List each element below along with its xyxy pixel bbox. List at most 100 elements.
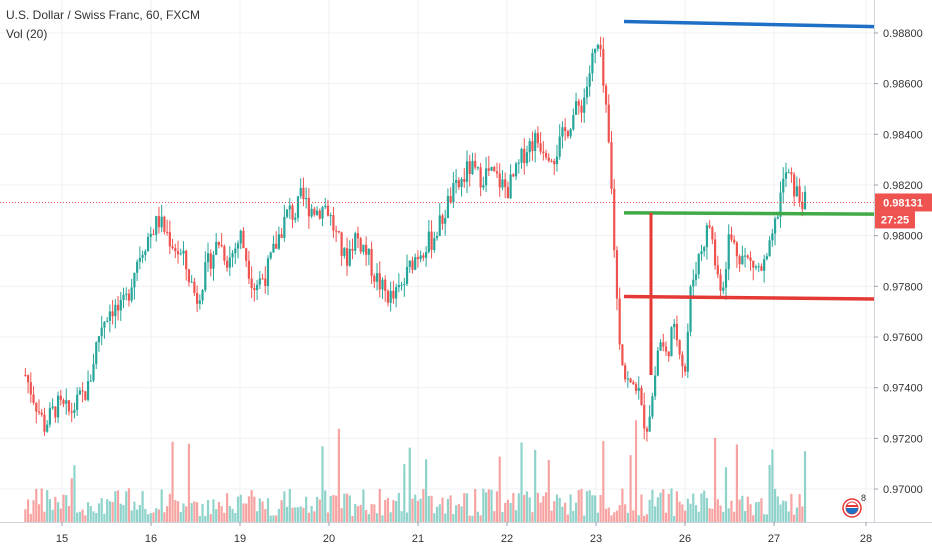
candle-body <box>621 344 624 366</box>
candle-body <box>438 215 441 237</box>
volume-bar <box>517 493 520 522</box>
candle-body <box>81 390 84 392</box>
volume-bar <box>73 465 76 522</box>
candle-body <box>558 136 561 157</box>
candle-body <box>460 178 463 188</box>
candle-body <box>768 240 771 257</box>
volume-bar <box>735 444 738 522</box>
volume-bar <box>149 513 152 522</box>
candle-body <box>618 298 621 345</box>
candle-body <box>484 168 488 186</box>
trend-lines[interactable] <box>0 19 875 376</box>
volume-bar <box>269 515 272 522</box>
volume-bar <box>419 498 422 522</box>
candle-body <box>299 187 302 197</box>
candle-body <box>692 279 695 287</box>
candle-body <box>654 375 657 397</box>
volume-bar <box>125 491 128 522</box>
mid-line[interactable] <box>623 211 875 216</box>
candle-body <box>359 238 362 252</box>
volume-bar <box>236 496 240 522</box>
volume-bar <box>62 494 65 522</box>
candle-body <box>24 375 27 377</box>
candle-body <box>465 161 469 182</box>
symbol-title[interactable]: U.S. Dollar / Swiss Franc, 60, FXCM <box>6 8 201 22</box>
candle-body <box>528 141 531 153</box>
volume-bar <box>501 511 504 522</box>
volume-bar <box>703 490 706 522</box>
candle-body <box>261 278 264 280</box>
candle-body <box>228 257 231 268</box>
volume-indicator-label[interactable]: Vol (20) <box>6 27 48 41</box>
volume-bar <box>441 497 444 522</box>
volume-bar <box>59 508 62 522</box>
x-tick-label: 26 <box>679 533 691 545</box>
candle-body <box>449 196 452 203</box>
volume-bar <box>324 490 327 522</box>
volume-bar <box>722 511 725 522</box>
candle-body <box>629 378 632 383</box>
volume-bar <box>793 514 796 522</box>
volume-bar <box>514 510 518 522</box>
candle-body <box>517 162 520 164</box>
candle-body <box>523 148 526 164</box>
volume-bar <box>307 512 310 522</box>
candle-body <box>395 287 398 299</box>
volume-bar <box>384 500 387 522</box>
volume-bar <box>504 502 507 522</box>
candle-body <box>708 225 711 228</box>
candle-body <box>89 380 92 382</box>
candle-body <box>430 231 433 250</box>
volume-bar <box>375 513 379 522</box>
candle-body <box>746 255 749 258</box>
candle-body <box>724 269 728 288</box>
volume-bar <box>555 494 559 522</box>
volume-bar <box>231 508 234 522</box>
candle-body <box>594 48 597 54</box>
candle-body <box>773 218 777 234</box>
volume-bar <box>146 514 150 522</box>
candle-body <box>116 304 120 311</box>
volume-bar <box>795 507 798 522</box>
candle-body <box>174 248 177 252</box>
volume-bar <box>425 459 428 522</box>
candle-body <box>302 187 305 200</box>
volume-bar <box>618 505 621 522</box>
volume-bar <box>97 503 101 522</box>
volume-bar <box>544 492 548 522</box>
volume-bar <box>684 510 687 522</box>
candle-body <box>234 248 237 254</box>
volume-bar <box>457 504 460 522</box>
candle-body <box>765 256 768 260</box>
candle-body <box>675 323 679 341</box>
volume-bar <box>321 446 324 522</box>
volume-bar <box>182 503 185 522</box>
volume-bar <box>427 496 430 522</box>
support-line[interactable] <box>623 294 875 301</box>
candle-body <box>678 340 681 355</box>
volume-bar <box>370 503 373 522</box>
volume-bar <box>335 495 338 522</box>
events-flag-icon[interactable] <box>842 498 862 518</box>
candle-body <box>414 257 417 270</box>
volume-bar <box>801 506 804 522</box>
candle-body <box>324 205 327 208</box>
candle-body <box>144 251 147 255</box>
candle-body <box>272 243 275 253</box>
candle-body <box>471 160 474 174</box>
candle-body <box>550 160 553 162</box>
candle-body <box>566 131 569 137</box>
candle-body <box>348 248 351 266</box>
candle-body <box>35 402 38 412</box>
resistance-line[interactable] <box>623 19 875 29</box>
volume-bar <box>463 493 466 522</box>
volume-bar <box>367 514 370 522</box>
candle-body <box>689 286 692 332</box>
candle-body <box>190 281 193 283</box>
volume-bar <box>438 504 441 522</box>
x-tick-label: 19 <box>234 533 246 545</box>
candle-body <box>624 365 627 380</box>
volume-bar <box>474 489 477 522</box>
volume-bar <box>332 494 335 522</box>
